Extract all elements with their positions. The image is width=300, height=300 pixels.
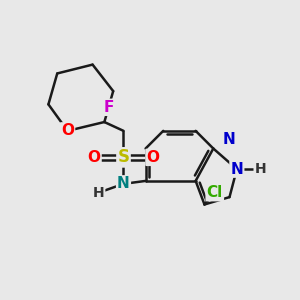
Text: N: N — [223, 132, 236, 147]
Text: O: O — [146, 150, 159, 165]
Text: Cl: Cl — [207, 185, 223, 200]
Text: F: F — [103, 100, 114, 115]
Text: O: O — [61, 123, 74, 138]
Text: O: O — [88, 150, 100, 165]
Text: H: H — [93, 186, 104, 200]
Text: S: S — [118, 148, 130, 166]
Text: H: H — [255, 162, 266, 176]
Text: N: N — [117, 176, 130, 191]
Text: N: N — [230, 162, 243, 177]
